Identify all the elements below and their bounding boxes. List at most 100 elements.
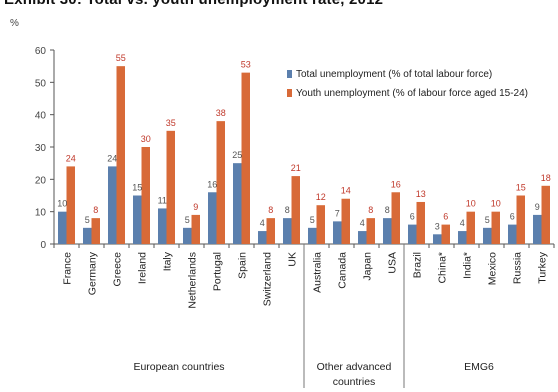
- data-label: 8: [368, 205, 373, 215]
- bar-youth: [491, 211, 500, 244]
- data-label: 12: [316, 192, 326, 202]
- data-label: 25: [232, 150, 242, 160]
- bar-total: [408, 224, 417, 244]
- data-label: 8: [385, 205, 390, 215]
- x-category-label: Spain: [237, 252, 249, 279]
- data-label: 10: [491, 199, 501, 209]
- x-category-label: Greece: [112, 252, 124, 287]
- bar-youth: [91, 218, 100, 244]
- x-category-label: UK: [287, 252, 299, 267]
- y-tick-label: 40: [35, 111, 47, 122]
- bar-total: [333, 221, 342, 244]
- data-label: 8: [268, 205, 273, 215]
- data-label: 5: [85, 215, 90, 225]
- data-label: 10: [57, 199, 67, 209]
- chart-title: Exhibit 30: Total vs. youth unemployment…: [0, 0, 558, 8]
- x-category-label: Turkey: [537, 251, 549, 283]
- data-label: 5: [310, 215, 315, 225]
- data-label: 6: [410, 212, 415, 222]
- bar-total: [158, 208, 167, 244]
- bar-total: [458, 231, 467, 244]
- data-label: 14: [341, 186, 351, 196]
- x-category-label: Ireland: [137, 252, 149, 284]
- y-tick-label: 0: [40, 240, 46, 251]
- legend-label: Youth unemployment (% of labour force ag…: [296, 88, 528, 99]
- data-label: 5: [185, 215, 190, 225]
- bar-total: [233, 163, 242, 244]
- bar-youth: [391, 192, 400, 244]
- data-label: 8: [285, 205, 290, 215]
- bar-total: [183, 227, 192, 244]
- legend: Total unemployment (% of total labour fo…: [287, 69, 528, 99]
- bar-total: [308, 227, 317, 244]
- data-label: 16: [207, 179, 217, 189]
- data-label: 4: [460, 218, 465, 228]
- bar-youth: [191, 214, 200, 244]
- data-label: 16: [391, 179, 401, 189]
- bar-youth: [116, 66, 125, 245]
- x-category-label: Netherlands: [187, 252, 199, 309]
- y-axis-unit-label: %: [10, 18, 19, 29]
- x-category-label: Germany: [87, 251, 99, 295]
- y-tick-label: 50: [35, 78, 47, 89]
- data-label: 6: [443, 212, 448, 222]
- bar-youth: [341, 198, 350, 244]
- data-label: 4: [360, 218, 365, 228]
- data-label: 55: [116, 53, 126, 63]
- data-label: 15: [132, 183, 142, 193]
- chart-title-text: Exhibit 30: Total vs. youth unemployment…: [4, 0, 383, 8]
- bar-total: [508, 224, 517, 244]
- data-label: 18: [541, 173, 551, 183]
- data-label: 30: [141, 134, 151, 144]
- data-label: 9: [535, 202, 540, 212]
- x-category-label: Switzerland: [262, 252, 274, 306]
- data-label: 24: [107, 153, 117, 163]
- bar-youth: [541, 185, 550, 244]
- legend-label: Total unemployment (% of total labour fo…: [296, 69, 492, 80]
- bar-total: [358, 231, 367, 244]
- data-label: 4: [260, 218, 265, 228]
- data-label: 21: [291, 163, 301, 173]
- x-category-label: Italy: [162, 251, 174, 271]
- bar-youth: [141, 147, 150, 244]
- bar-youth: [316, 205, 325, 244]
- y-tick-label: 10: [35, 208, 47, 219]
- bar-total: [208, 192, 217, 244]
- data-label: 6: [510, 212, 515, 222]
- bar-total: [383, 218, 392, 244]
- bar-total: [83, 227, 92, 244]
- x-category-label: USA: [387, 252, 399, 274]
- group-label: countries: [333, 376, 376, 388]
- bar-total: [533, 214, 542, 244]
- bar-total: [58, 211, 67, 244]
- data-label: 7: [335, 208, 340, 218]
- data-label: 24: [66, 153, 76, 163]
- bar-youth: [416, 201, 425, 244]
- bar-youth: [366, 218, 375, 244]
- bar-total: [433, 234, 442, 244]
- group-label: Other advanced: [317, 361, 392, 373]
- bar-youth: [166, 130, 175, 244]
- category-labels: France Germany Greece Ireland Italy Netherlan…: [62, 251, 549, 308]
- bar-youth: [66, 166, 75, 244]
- x-category-label: Russia: [512, 252, 524, 284]
- group-labels: European countries Other advanced countrie…: [133, 244, 494, 388]
- x-category-label: Japan: [362, 252, 374, 281]
- y-tick-label: 20: [35, 175, 47, 186]
- x-category-label: Brazil: [412, 252, 424, 278]
- x-category-label: Australia: [312, 252, 324, 293]
- data-label: 53: [241, 60, 251, 70]
- bar-youth: [266, 218, 275, 244]
- data-label: 3: [435, 221, 440, 231]
- group-label: EMG6: [464, 361, 494, 373]
- bar-total: [108, 166, 117, 244]
- data-label: 10: [466, 199, 476, 209]
- data-label: 11: [158, 195, 167, 205]
- data-label: 35: [166, 118, 176, 128]
- group-label: European countries: [133, 361, 224, 373]
- bar-total: [283, 218, 292, 244]
- y-tick-label: 30: [35, 143, 47, 154]
- bar-youth: [466, 211, 475, 244]
